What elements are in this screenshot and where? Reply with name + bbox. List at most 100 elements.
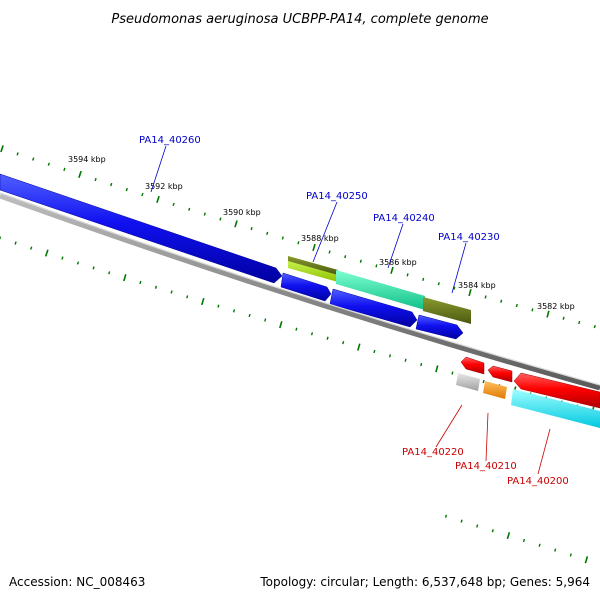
leader-line [312,201,338,263]
tick-mark [0,145,4,153]
reverse-gene-labels: PA14_40220 PA14_40210 PA14_40200 [402,447,569,487]
tick-mark [186,295,189,299]
tick-mark [44,249,49,257]
tick-mark [404,358,407,362]
tick-mark [578,320,581,325]
gene-arrow[interactable] [460,356,485,375]
kbp-label: 3588 kbp [301,234,339,243]
tick-mark [156,195,160,204]
tick-mark [584,556,589,564]
tick-mark [451,371,454,375]
kbp-label: 3582 kbp [537,302,575,311]
tick-mark [232,309,236,313]
forward-strand-genes [0,173,464,340]
gene-arrow[interactable] [513,372,600,409]
tick-mark [78,170,82,179]
gene-arrow[interactable] [329,288,418,328]
tick-mark [593,325,596,329]
gene-label[interactable]: PA14_40230 [438,232,500,243]
leader-line [150,145,167,193]
gene-arrow[interactable] [280,272,332,302]
tick-mark [460,519,463,523]
cog-band-forward [288,256,471,324]
gene-label[interactable]: PA14_40200 [507,476,569,487]
tick-mark [500,299,503,303]
tick-mark [482,379,485,384]
tick-mark [250,227,253,231]
tick-mark [390,266,394,274]
tick-mark [47,162,50,166]
cog-segment [336,270,425,310]
leader-line [485,412,489,462]
tick-mark [76,261,80,265]
tick-mark [476,524,479,528]
cog-segment [483,381,507,399]
gene-label[interactable]: PA14_40240 [373,213,435,224]
tick-mark [357,343,361,351]
tick-mark [388,354,392,358]
map-title: Pseudomonas aeruginosa UCBPP-PA14, compl… [111,12,488,27]
tick-mark [437,282,440,286]
tick-mark [279,321,283,329]
tick-mark [217,304,220,308]
leader-line [387,223,404,269]
tick-mark [531,308,534,312]
leader-line [537,428,551,475]
tick-mark [538,543,541,547]
tick-mark [420,362,423,367]
tick-mark [312,243,316,252]
gene-label[interactable]: PA14_40260 [139,135,201,146]
tick-mark [170,290,173,294]
tick-mark [94,177,97,182]
tick-mark [342,341,345,345]
tick-mark [515,303,518,308]
tick-mark [264,318,267,322]
tick-mark [188,207,191,211]
tick-mark [63,167,66,172]
kbp-scale: 3594 kbp 3592 kbp 3590 kbp 3588 kbp 3586… [68,155,575,311]
tick-mark [375,264,378,268]
tick-mark [569,553,572,557]
tick-mark [16,152,19,156]
leader-line [451,242,467,294]
gene-label[interactable]: PA14_40250 [306,191,368,202]
genome-backbone [0,193,600,391]
tick-mark [546,310,550,318]
tick-mark [154,285,158,289]
outer-tick-ring [0,145,596,329]
tick-mark [562,316,565,320]
gene-arrow[interactable] [415,314,464,340]
tick-mark [248,313,251,318]
tick-mark [484,295,487,299]
forward-gene-labels: PA14_40260 PA14_40250 PA14_40240 PA14_40… [139,135,500,243]
tick-mark [139,280,142,285]
genome-summary-text: Topology: circular; Length: 6,537,648 bp… [259,575,590,589]
cog-band-reverse [456,373,600,428]
tick-mark [141,192,144,197]
tick-mark [554,548,557,552]
gene-arrow[interactable] [0,173,283,284]
tick-mark [30,246,33,250]
kbp-label: 3584 kbp [458,281,496,290]
tick-mark [110,182,113,187]
cog-segment [423,297,471,324]
gene-arrow[interactable] [487,365,513,383]
tick-mark [406,273,409,277]
tick-mark [123,274,127,282]
tick-mark [344,255,347,259]
tick-mark [203,212,206,216]
gene-label[interactable]: PA14_40220 [402,447,464,458]
gene-label[interactable]: PA14_40210 [455,461,517,472]
tick-mark [468,288,472,297]
tick-mark [266,231,269,235]
accession-text: Accession: NC_008463 [9,575,145,589]
tick-mark [359,259,362,263]
tick-mark [125,187,128,192]
tick-mark [522,538,526,543]
tick-mark [172,202,175,207]
tick-mark [32,157,35,161]
tick-mark [453,286,456,290]
tick-mark [444,514,448,518]
tick-mark [14,241,17,245]
